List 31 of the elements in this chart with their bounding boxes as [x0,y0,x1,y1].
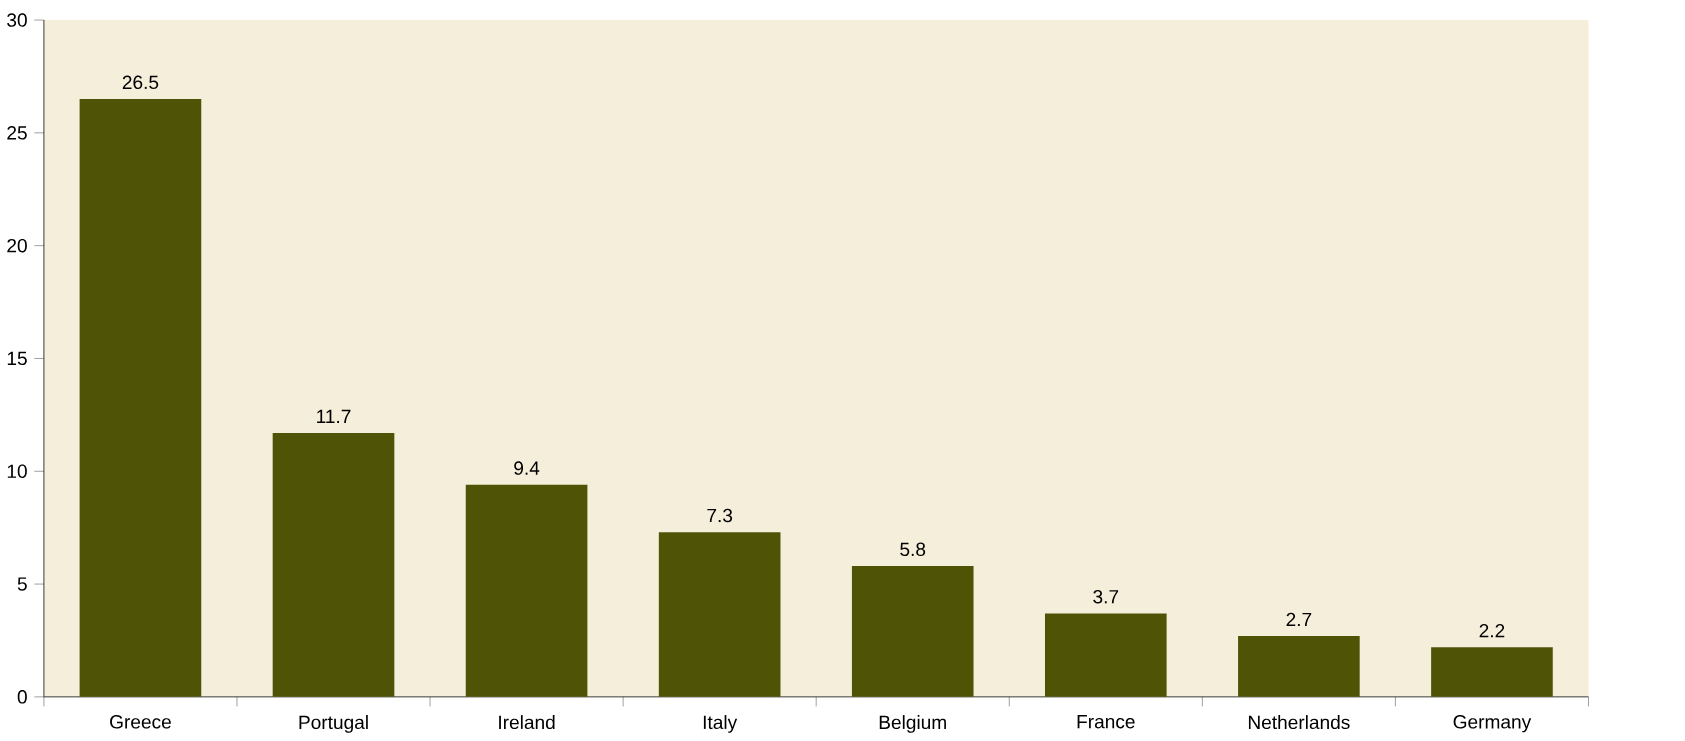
bar [1044,613,1167,697]
x-tick-label: Italy [703,715,738,733]
data-label: 5.8 [900,542,926,557]
data-label: 11.7 [317,409,351,424]
bar [851,566,974,697]
bar [658,532,781,697]
x-tick-label: France [1077,715,1135,729]
data-label: 2.2 [1479,624,1505,638]
x-tick-label: Greece [110,715,171,729]
bar [1431,647,1553,697]
x-tick-label: Germany [1453,715,1532,733]
data-label: 9.4 [514,461,540,475]
bar [1238,636,1360,697]
data-label: 3.7 [1093,590,1119,604]
x-tick-label: Netherlands [1248,715,1350,730]
data-label: 7.3 [707,508,733,523]
y-tick-label: 0 [17,690,27,704]
x-tick-label: Portugal [299,715,368,733]
y-tick-label: 15 [7,351,27,366]
bar [465,484,588,697]
y-tick-label: 25 [7,126,27,140]
data-label: 2.7 [1286,612,1312,627]
y-tick-label: 30 [7,13,27,27]
x-tick-label: Ireland [499,715,555,730]
data-label: 26.5 [122,75,159,90]
x-tick-label: Belgium [879,715,946,733]
y-tick-label: 5 [17,577,27,591]
y-tick-label: 10 [7,464,27,479]
bar [272,433,395,697]
y-tick-label: 20 [7,239,27,253]
bar [79,99,202,697]
